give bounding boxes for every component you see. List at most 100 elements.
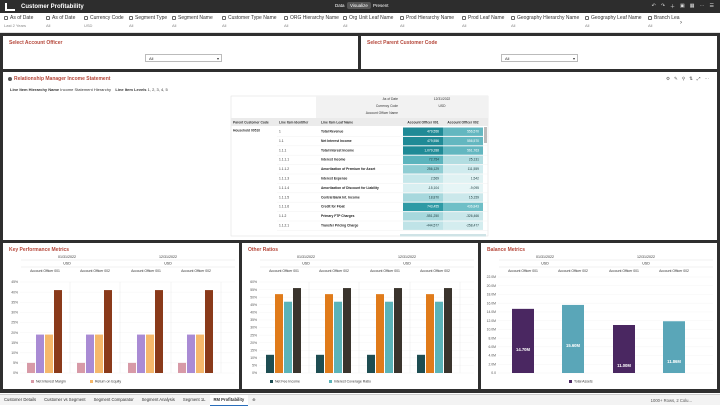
bar	[394, 288, 402, 373]
filter-icon	[511, 15, 515, 20]
row-name: Primary FTP Charges	[321, 214, 355, 218]
settings-icon[interactable]: ☰	[709, 3, 714, 9]
filter-segment-name[interactable]: Segment Name All	[172, 15, 213, 28]
filter-icon	[400, 15, 404, 20]
more-icon[interactable]: ⋯	[699, 3, 705, 9]
filter-prod-hierarchy-name[interactable]: Prod Hierarchy Name All	[400, 15, 455, 28]
filter-as-of-date-1[interactable]: As of Date Last 2 Years	[4, 15, 34, 28]
filter-as-of-date-2[interactable]: As of Date All	[46, 15, 76, 28]
vertical-scrollbar-thumb[interactable]	[484, 127, 487, 143]
filter-geography-hierarchy-name[interactable]: Geography Hierarchy Name All	[511, 15, 580, 28]
cell-ao2: 111,559	[468, 167, 480, 171]
cell-ao1: 479,556	[427, 139, 439, 143]
col-header-bg	[231, 118, 488, 126]
row-id: 1.1.1.2	[279, 167, 289, 171]
y-tick-label: 0%	[13, 371, 18, 375]
hdr-date: 12/31/2022	[434, 97, 451, 101]
add-icon[interactable]: ＋	[670, 4, 676, 10]
y-tick-label: 10%	[11, 351, 18, 355]
filter-icon	[462, 15, 466, 20]
bar	[45, 334, 53, 373]
tab-segment-1l[interactable]: Segment 1L	[182, 396, 206, 402]
filter-scroll-right-icon[interactable]: ›	[680, 20, 682, 26]
filter-branch-leaf[interactable]: Branch Lea All	[648, 15, 680, 28]
filter-icon	[648, 15, 652, 20]
tab-segment-comparator[interactable]: Segment Comparator	[93, 396, 134, 402]
y-tick-label: 18.0M	[487, 293, 497, 297]
horizontal-scrollbar-thumb[interactable]	[400, 234, 486, 237]
cell-ao1-bg	[403, 155, 443, 165]
parent-customer-select[interactable]: All	[501, 54, 578, 62]
bar	[376, 294, 384, 373]
filter-icon[interactable]: ⚲	[681, 76, 686, 81]
calendar-icon	[46, 15, 50, 20]
filter-segment-type[interactable]: Segment Type All	[129, 15, 168, 28]
tab-rm-profitability[interactable]: RM Profitability	[209, 394, 249, 406]
tab-customer-details[interactable]: Customer Details	[4, 396, 37, 402]
sort-icon[interactable]: ⇅	[689, 76, 693, 81]
bar	[95, 334, 103, 373]
undo-icon[interactable]: ↶	[651, 3, 656, 9]
col-ao1: Account Officer 001	[407, 121, 438, 125]
tab-segment-analysis[interactable]: Segment Analysis	[141, 396, 175, 402]
cell-ao2-bg	[443, 212, 483, 221]
cell-ao1-bg	[403, 212, 443, 221]
col-leaf: Line Item Leaf Name	[321, 121, 353, 125]
mode-present[interactable]: Present	[373, 3, 389, 8]
filter-org-hierarchy-name[interactable]: ORG Hierarchy Name All	[284, 15, 339, 28]
panel-toolbar: ⚙ ✎ ⚲ ⇅ ⤢ ⋯	[666, 76, 709, 82]
bar	[284, 301, 292, 373]
app-title: Customer Profitability	[21, 3, 84, 10]
filter-org-unit-leaf-name[interactable]: Org Unit Leaf Name All	[343, 15, 394, 28]
edit-icon[interactable]: ✎	[674, 76, 678, 81]
chart-currency-2: USD	[164, 262, 172, 266]
chart-date-2: 12/31/2022	[159, 255, 177, 259]
legend-swatch	[90, 380, 93, 383]
y-tick-label: 22.0M	[487, 275, 497, 279]
cell-ao1: -551,250	[426, 214, 439, 218]
bar	[36, 334, 44, 373]
y-tick-label: 50%	[250, 295, 257, 299]
cell-ao1-bg	[403, 221, 443, 230]
status-text: 1000+ Rows, 2 Colu...	[650, 397, 692, 403]
filter-prod-leaf-name[interactable]: Prod Leaf Name All	[462, 15, 505, 28]
cell-ao1-bg	[403, 127, 443, 136]
mode-data[interactable]: Data	[335, 3, 345, 8]
chart-currency-1: USD	[63, 262, 71, 266]
row-name: Total Revenue	[321, 130, 343, 134]
y-tick-label: 2.0M	[488, 362, 496, 366]
tab-customer-vs-segment[interactable]: Customer vs Segment	[44, 396, 86, 402]
hdr-usd: USD	[439, 104, 447, 108]
bar-data-label: 11.86M	[667, 359, 681, 364]
row-id: 1.1.1.3	[279, 177, 289, 181]
sheet-tabs: Customer Details Customer vs Segment Seg…	[0, 394, 720, 406]
save-icon[interactable]: ▣	[680, 3, 685, 9]
chart-officer-2: Account Officer 002	[319, 269, 349, 273]
legend-label-2: Return on Equity	[95, 380, 121, 384]
add-tab-icon[interactable]: ⊕	[252, 396, 256, 402]
filter-bar: As of Date Last 2 Years As of Date All Cur…	[0, 13, 720, 33]
mode-visualize[interactable]: Visualize	[347, 2, 371, 9]
grid-icon[interactable]: ▦	[689, 3, 695, 9]
chart-officer-2: Account Officer 002	[420, 269, 450, 273]
parent-code: Household 00510	[233, 129, 260, 133]
info-icon[interactable]	[8, 77, 12, 81]
cell-ao2: 556,570	[467, 139, 479, 143]
chart-currency-2: USD	[403, 262, 411, 266]
legend-label-1: Total Assets	[574, 380, 593, 384]
filter-currency-code[interactable]: Currency Code USD	[84, 15, 124, 28]
chart-officer-1: Account Officer 001	[508, 269, 538, 273]
maximize-icon[interactable]: ⤢	[696, 76, 701, 81]
y-tick-label: 25%	[250, 333, 257, 337]
row-id: 1	[279, 130, 281, 134]
row-name: Central Bank Int. Income	[321, 195, 360, 199]
filter-icon	[585, 15, 589, 20]
bar	[334, 301, 342, 373]
filter-geography-leaf-name[interactable]: Geography Leaf Name All	[585, 15, 642, 28]
account-officer-select[interactable]: All	[145, 54, 222, 62]
redo-icon[interactable]: ↷	[660, 3, 666, 9]
more-icon[interactable]: ⋯	[704, 76, 710, 81]
filter-customer-type-name[interactable]: Customer Type Name All	[222, 15, 277, 28]
gear-icon[interactable]: ⚙	[665, 76, 671, 81]
